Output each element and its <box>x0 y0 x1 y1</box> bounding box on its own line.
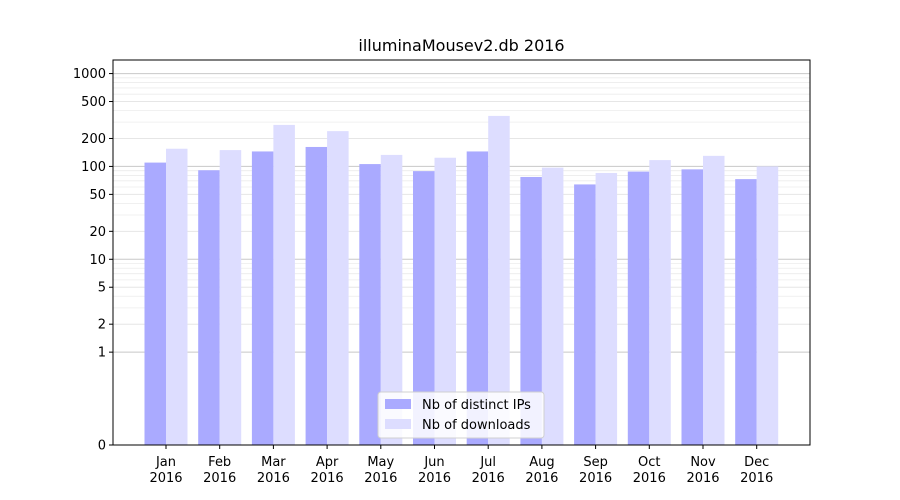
x-tick-label: Nov 2016 <box>686 455 719 486</box>
bar-downloads <box>166 148 188 446</box>
x-tick-label: Aug 2016 <box>525 455 558 486</box>
bar-downloads <box>219 150 242 445</box>
bar-downloads <box>756 166 779 446</box>
y-tick-label: 0 <box>98 439 106 454</box>
bar-distinct-ips <box>144 162 166 446</box>
bar-distinct-ips <box>251 151 274 445</box>
x-tick-label: Mar 2016 <box>257 455 290 486</box>
y-tick-label: 2 <box>98 318 106 333</box>
x-tick-label: Feb 2016 <box>203 455 236 486</box>
bar-distinct-ips <box>466 151 489 445</box>
bar-downloads <box>434 157 456 446</box>
y-tick-label: 5 <box>98 281 106 296</box>
plot-frame <box>112 59 811 446</box>
bar-distinct-ips <box>681 169 703 445</box>
y-tick-label: 100 <box>81 160 106 175</box>
bar-downloads <box>327 131 349 446</box>
bar-distinct-ips <box>520 176 542 446</box>
bar-distinct-ips <box>574 184 596 445</box>
legend-box <box>377 391 545 439</box>
bar-downloads <box>595 172 618 445</box>
y-axis: 0 1 2 5 10 20 50 100 200 500 1000 <box>73 67 113 454</box>
y-tick-label: 10 <box>89 253 106 268</box>
bar-distinct-ips <box>359 164 381 445</box>
x-tick-label: Sep 2016 <box>579 455 612 486</box>
bar-downloads <box>488 115 510 446</box>
legend-swatch <box>385 419 411 429</box>
chart-title: illuminaMousev2.db 2016 <box>358 36 564 55</box>
bar-distinct-ips <box>627 171 650 446</box>
bar-downloads <box>703 155 725 445</box>
y-tick-label: 20 <box>89 225 106 240</box>
y-tick-label: 500 <box>81 95 106 110</box>
bar-downloads <box>380 154 403 445</box>
x-tick-label: May 2016 <box>364 455 397 486</box>
bars <box>144 115 779 446</box>
y-tick-label: 200 <box>81 132 106 147</box>
x-axis: Jan 2016 Feb 2016 Mar 2016 Apr 2016 May 2016 Jun 20… <box>149 445 773 486</box>
bar-distinct-ips <box>735 179 757 446</box>
x-tick-label: Jun 2016 <box>418 455 451 486</box>
y-tick-label: 1000 <box>73 67 106 82</box>
bar-downloads <box>541 167 564 445</box>
bar-distinct-ips <box>305 146 328 446</box>
bar-distinct-ips <box>413 171 435 445</box>
x-tick-label: Jan 2016 <box>149 455 182 486</box>
legend-label: Nb of distinct IPs <box>422 398 531 413</box>
y-tick-label: 50 <box>89 188 106 203</box>
x-tick-label: Oct 2016 <box>633 455 666 486</box>
x-tick-label: Jul 2016 <box>472 455 505 486</box>
x-tick-label: Apr 2016 <box>311 455 344 486</box>
x-tick-label: Dec 2016 <box>740 455 773 486</box>
legend-label: Nb of downloads <box>422 418 531 433</box>
y-tick-label: 1 <box>98 346 106 361</box>
bar-distinct-ips <box>198 170 220 445</box>
legend-swatch <box>385 399 411 409</box>
bar-downloads <box>649 160 671 445</box>
legend: Nb of distinct IPs Nb of downloads <box>377 391 545 439</box>
bar-downloads <box>273 124 295 446</box>
